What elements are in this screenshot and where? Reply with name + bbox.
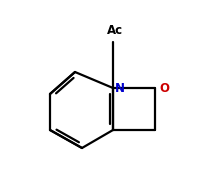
Text: O: O	[159, 81, 169, 94]
Text: Ac: Ac	[107, 24, 123, 37]
Text: N: N	[115, 83, 125, 96]
